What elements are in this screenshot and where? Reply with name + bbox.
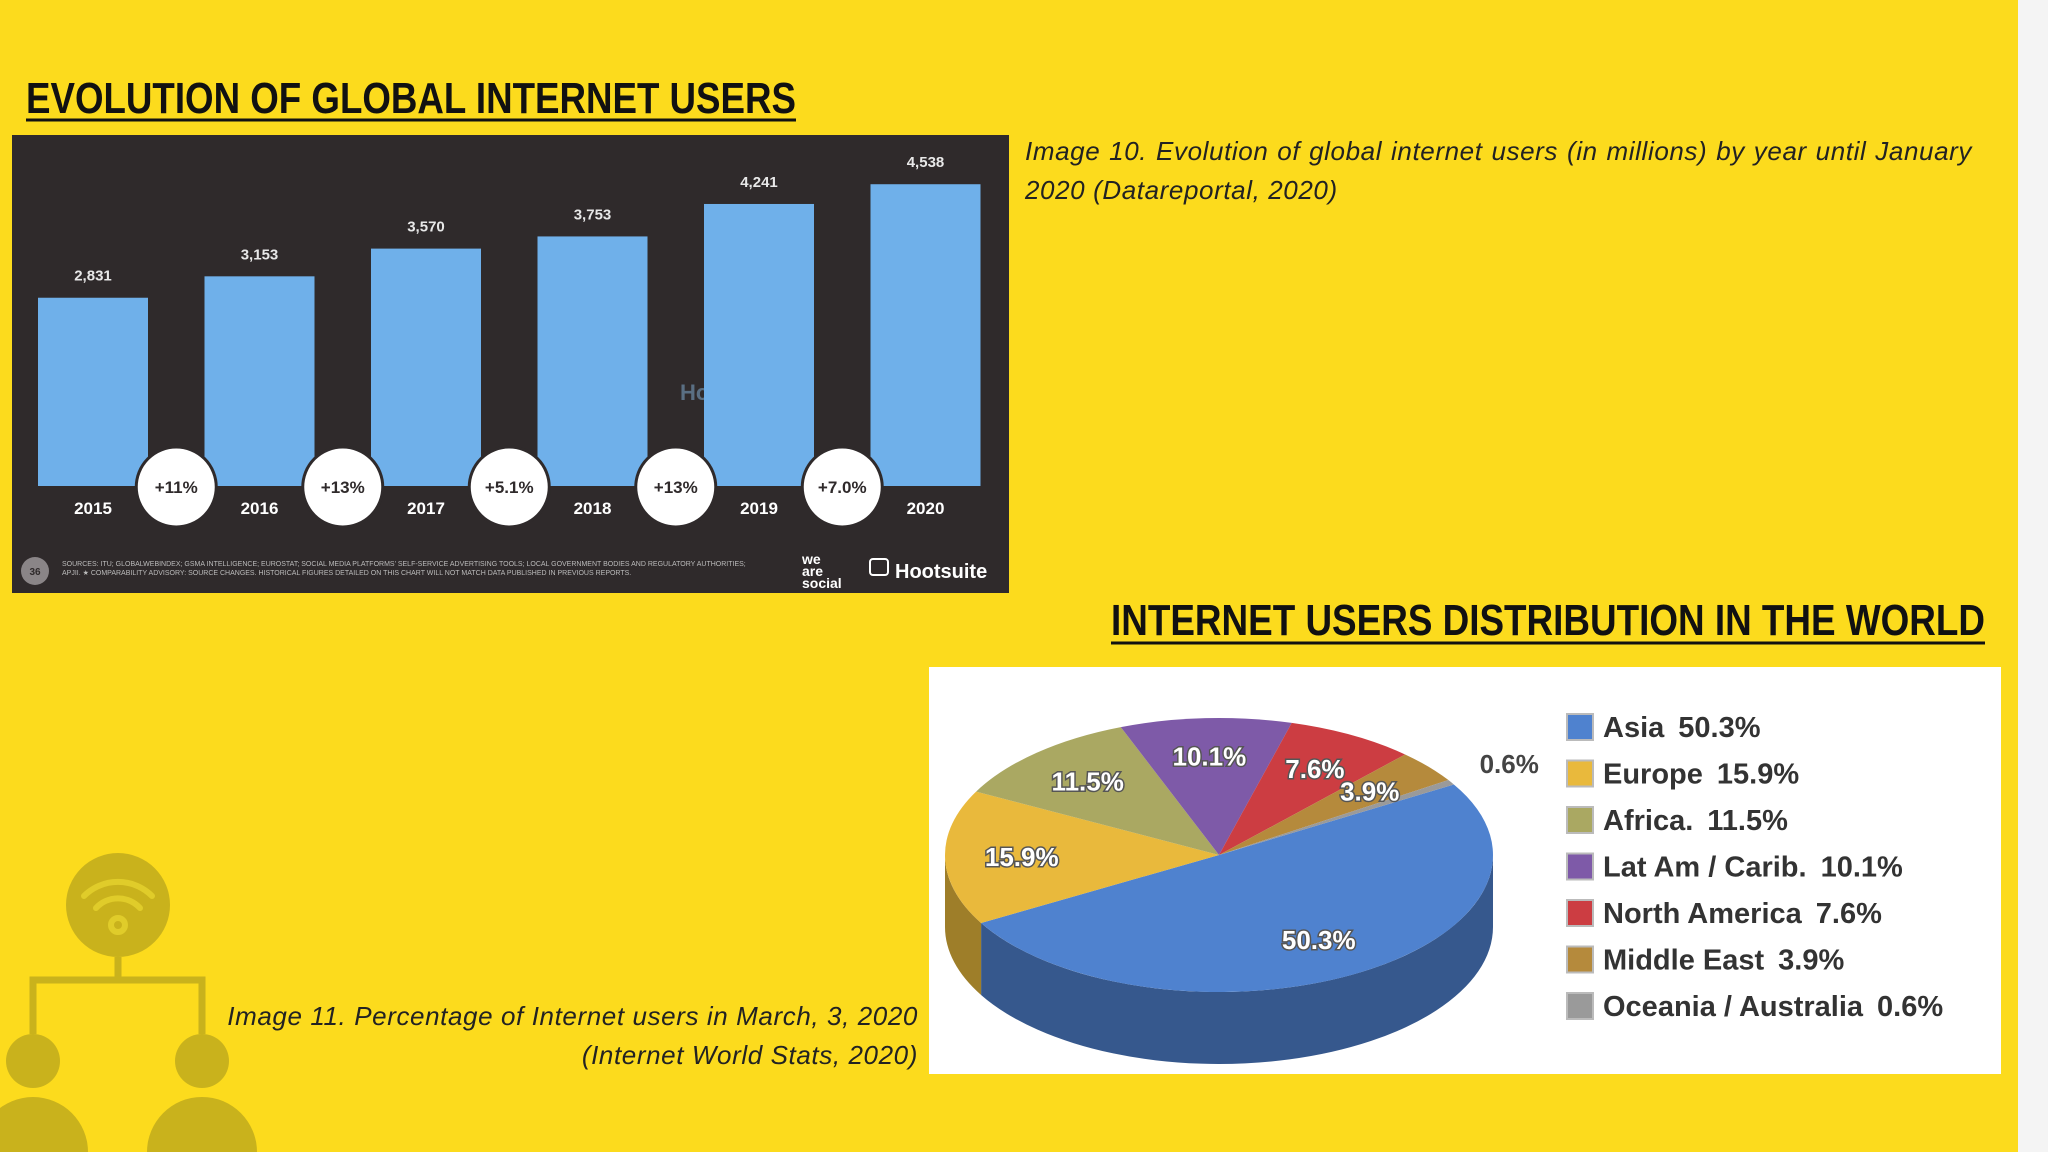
legend-name: Europe [1603,759,1703,791]
growth-label: +7.0% [818,478,867,497]
slice [1219,780,1454,855]
value-label: 3,153 [241,246,279,263]
legend-entry: Lat Am / Carib. 10.1% [1603,852,1903,884]
x-tick-label: 2020 [907,499,945,518]
bar [870,184,981,486]
slice [1219,754,1449,855]
legend-entry: Oceania / Australia 0.6% [1603,991,1943,1023]
title: EVOLUTION OF GLOBAL INTERNET USERS [26,74,796,123]
slice [981,784,1493,992]
legend-name: North America [1603,898,1803,930]
bar [204,276,315,486]
slice-label: 50.3% [1282,925,1356,955]
decor-icon [0,853,257,1152]
legend-value: 0.6% [1877,991,1943,1023]
legend-entry: Africa. 11.5% [1603,805,1788,837]
bar [38,297,148,486]
legend-entry: Middle East 3.9% [1603,945,1844,977]
legend-swatch [1566,806,1594,834]
page-number: 36 [29,567,41,578]
right-strip [2018,0,2048,1152]
caption: Image 10. Evolution of global internet u… [1025,136,1972,205]
value-label: 4,538 [907,154,945,171]
x-tick-label: 2018 [574,499,612,518]
x-tick-label: 2016 [241,499,279,518]
source-note: SOURCES: ITU; GLOBALWEBINDEX; GSMA INTEL… [62,561,746,577]
value-label: 3,753 [574,206,612,223]
legend-value: 7.6% [1816,898,1882,930]
legend-value: 3.9% [1778,945,1844,977]
logo-text: social [802,575,842,591]
growth-label: +13% [321,478,365,497]
value-label: 4,241 [740,174,778,191]
growth-badge [634,445,718,529]
page-badge [21,557,49,585]
growth-label: +5.1% [485,478,534,497]
slice-label: 11.5% [1052,766,1124,796]
legend-swatch [1566,992,1594,1020]
legend-name: Asia [1603,712,1665,744]
slice [1219,722,1406,855]
growth-badge [467,445,551,529]
legend-entry: North America 7.6% [1603,898,1882,930]
person-head [6,1034,60,1088]
icon-circle [66,853,170,957]
person-head [175,1034,229,1088]
legend-value: 11.5% [1707,805,1788,837]
slice-label: 10.1% [1172,741,1246,771]
legend-swatch [1566,713,1594,741]
legend-swatch [1566,899,1594,927]
x-tick-label: 2017 [407,499,445,518]
source-box: SOURCES: ITU; GLOBALWEBINDEX; GSMA INTEL… [62,561,746,577]
growth-label: +13% [654,478,698,497]
person-body [0,1097,88,1152]
value-label: 3,570 [407,219,445,236]
x-tick-label: 2015 [74,499,112,518]
slice [1120,718,1292,855]
bar [537,236,648,486]
slice-side [945,855,982,995]
slice-label: 3.9% [1340,776,1399,806]
title: INTERNET USERS DISTRIBUTION IN THE WORLD [1111,596,1985,645]
growth-label: +11% [155,478,198,497]
legend-swatch [1566,945,1594,974]
growth-badge [134,445,218,529]
slice-label: 15.9% [985,842,1059,872]
logo-text: Hootsuite [895,561,987,583]
slice [944,791,1219,923]
legend-entry: Asia 50.3% [1603,712,1761,744]
legend-value: 10.1% [1821,852,1903,884]
legend-name: Oceania / Australia [1603,991,1864,1023]
legend-name: Africa. [1603,805,1693,837]
slice-label: 7.6% [1285,754,1344,784]
logo-text: are [802,563,823,579]
legend-value: 50.3% [1678,712,1760,744]
legend-swatch [1566,759,1594,788]
bar [704,203,814,486]
caption: Image 11. Percentage of Internet users i… [227,1001,918,1070]
tree-lines [29,957,206,1034]
bar [371,248,481,486]
growth-badge [301,445,385,529]
x-tick-label: 2019 [740,499,778,518]
legend-value: 15.9% [1717,759,1799,791]
logo-icon [869,558,889,576]
wifi [81,878,155,935]
legend-swatch [1566,852,1594,881]
person-body [147,1097,257,1152]
legend-name: Middle East [1603,945,1764,977]
slice [976,727,1219,855]
growth-badge [800,445,884,529]
legend-entry: Europe 15.9% [1603,759,1799,791]
value-label: 2,831 [74,268,112,285]
slice-label: 0.6% [1480,749,1539,779]
slice-side [981,855,1493,1064]
logo-text: we [801,551,821,567]
legend-name: Lat Am / Carib. [1603,852,1807,884]
